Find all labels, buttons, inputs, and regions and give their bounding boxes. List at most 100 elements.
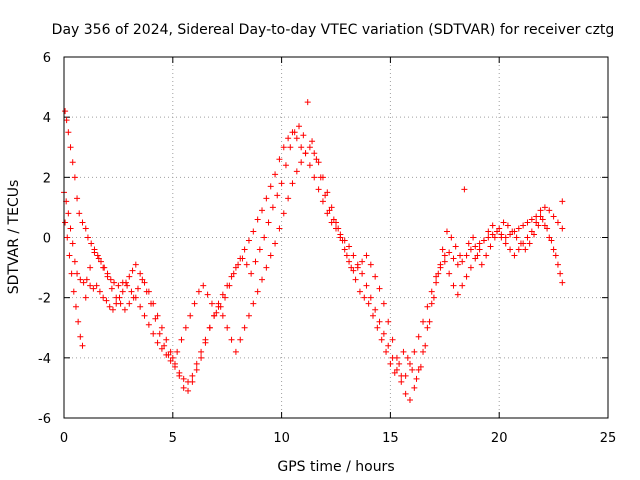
data-point xyxy=(363,282,370,289)
data-point xyxy=(93,282,100,289)
data-point xyxy=(550,246,557,253)
data-point xyxy=(415,366,422,373)
data-point xyxy=(546,234,553,241)
data-point xyxy=(254,216,261,223)
y-tick-label: -4 xyxy=(38,352,51,367)
data-point xyxy=(339,237,346,244)
data-point xyxy=(154,339,161,346)
data-point xyxy=(350,267,357,274)
data-point xyxy=(230,270,237,277)
data-point xyxy=(208,300,215,307)
data-point xyxy=(420,348,427,355)
data-point xyxy=(72,303,79,310)
data-point xyxy=(293,135,300,142)
data-point xyxy=(424,303,431,310)
data-point xyxy=(376,285,383,292)
data-point xyxy=(132,261,139,268)
data-point xyxy=(537,213,544,220)
data-point xyxy=(435,270,442,277)
data-point xyxy=(398,378,405,385)
data-point xyxy=(62,219,69,226)
data-point xyxy=(198,354,205,361)
y-tick-label: -2 xyxy=(38,292,51,307)
data-point xyxy=(437,264,444,271)
data-point xyxy=(402,390,409,397)
data-point xyxy=(365,300,372,307)
data-point xyxy=(411,384,418,391)
data-point xyxy=(69,240,76,247)
data-point xyxy=(544,225,551,232)
data-point xyxy=(528,228,535,235)
data-point xyxy=(502,240,509,247)
data-point xyxy=(95,255,102,262)
data-point xyxy=(272,171,279,178)
data-point xyxy=(302,150,309,157)
data-point xyxy=(161,342,168,349)
data-point xyxy=(100,294,107,301)
data-point xyxy=(491,234,498,241)
data-point xyxy=(459,282,466,289)
data-point xyxy=(241,324,248,331)
data-point xyxy=(422,342,429,349)
data-point xyxy=(383,348,390,355)
data-point xyxy=(167,348,174,355)
data-point xyxy=(430,294,437,301)
data-point xyxy=(65,129,72,136)
data-point xyxy=(524,234,531,241)
data-point xyxy=(483,252,490,259)
data-point xyxy=(113,294,120,301)
y-tick-label: -6 xyxy=(38,412,51,427)
data-point xyxy=(494,228,501,235)
data-point xyxy=(79,342,86,349)
data-point xyxy=(348,264,355,271)
data-point xyxy=(137,270,144,277)
data-point xyxy=(420,318,427,325)
data-point xyxy=(256,246,263,253)
data-point xyxy=(123,279,130,286)
data-point xyxy=(69,159,76,166)
data-point xyxy=(315,186,322,193)
data-point xyxy=(441,252,448,259)
data-point xyxy=(267,252,274,259)
data-point xyxy=(552,252,559,259)
data-point xyxy=(335,225,342,232)
data-points xyxy=(61,99,566,403)
data-point xyxy=(472,255,479,262)
data-point xyxy=(448,234,455,241)
data-point xyxy=(489,231,496,238)
data-point xyxy=(182,324,189,331)
data-point xyxy=(245,237,252,244)
data-point xyxy=(531,231,538,238)
data-point xyxy=(259,207,266,214)
data-point xyxy=(154,312,161,319)
data-point xyxy=(211,312,218,319)
data-point xyxy=(219,312,226,319)
data-point xyxy=(463,252,470,259)
data-point xyxy=(474,252,481,259)
data-point xyxy=(489,222,496,229)
data-point xyxy=(115,282,122,289)
data-point xyxy=(254,288,261,295)
data-point xyxy=(137,303,144,310)
data-point xyxy=(337,234,344,241)
data-point xyxy=(298,159,305,166)
data-point xyxy=(539,216,546,223)
data-point xyxy=(467,246,474,253)
data-point xyxy=(485,228,492,235)
data-point xyxy=(315,159,322,166)
data-point xyxy=(195,288,202,295)
data-point xyxy=(391,369,398,376)
data-point xyxy=(158,345,165,352)
data-point xyxy=(239,255,246,262)
data-point xyxy=(91,249,98,256)
data-point xyxy=(498,234,505,241)
data-point xyxy=(509,228,516,235)
data-point xyxy=(341,246,348,253)
data-point xyxy=(380,330,387,337)
data-point xyxy=(117,300,124,307)
data-point xyxy=(393,366,400,373)
data-point xyxy=(557,270,564,277)
data-point xyxy=(554,219,561,226)
data-point xyxy=(387,360,394,367)
data-point xyxy=(77,276,84,283)
